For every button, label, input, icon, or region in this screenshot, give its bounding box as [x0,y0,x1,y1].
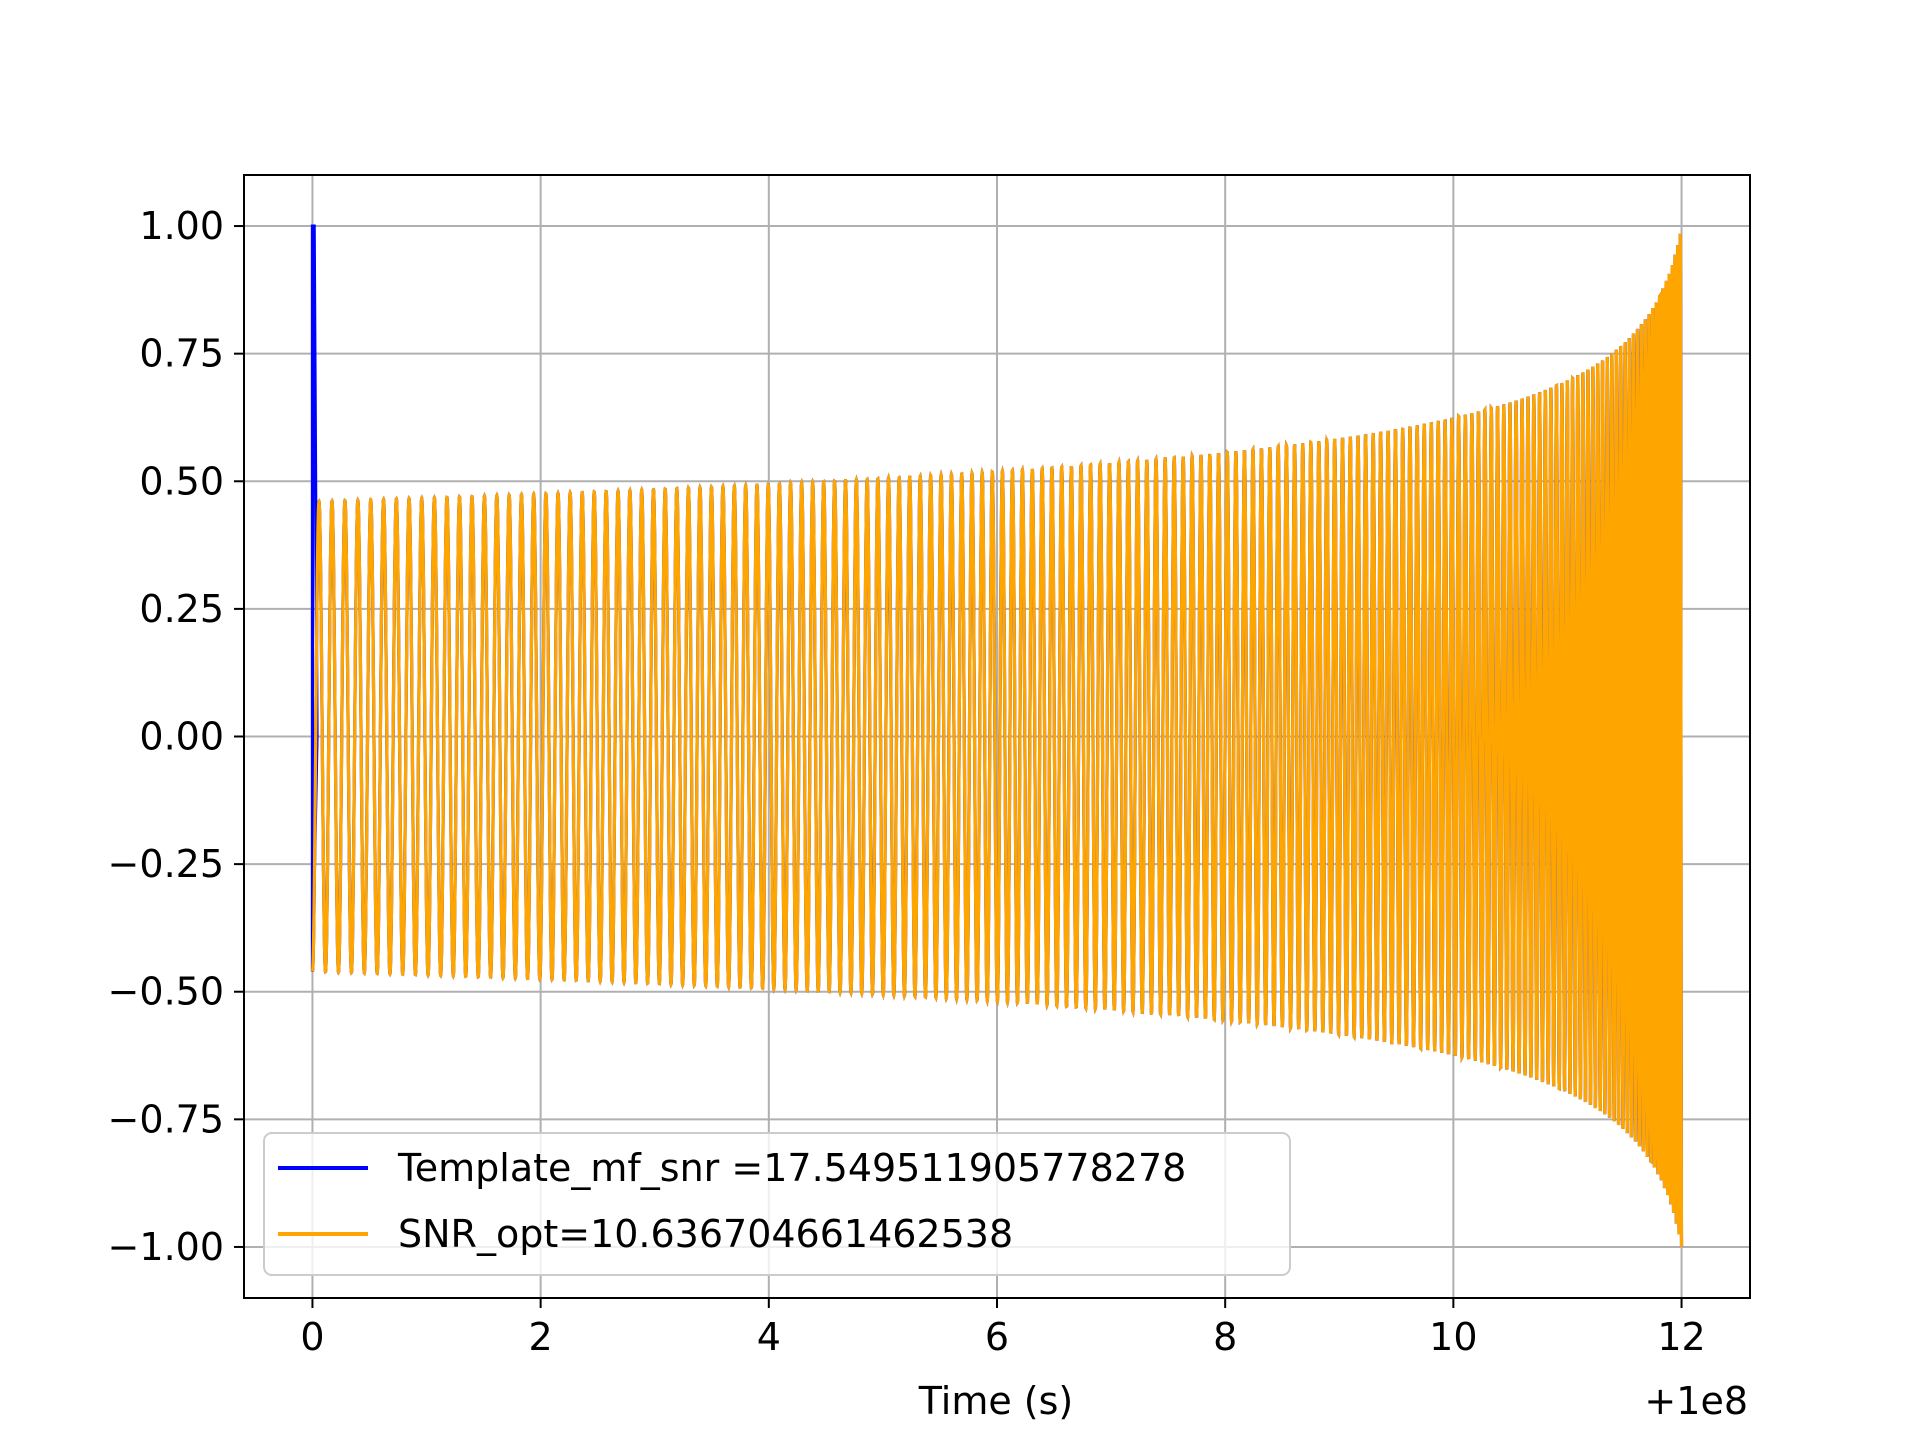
x-axis-ticks: 0 2 4 6 8 10 12 [300,1298,1706,1359]
y-tick-label: 1.00 [139,204,224,248]
y-tick-label: −1.00 [108,1225,224,1269]
x-axis-offset-label: +1e8 [1644,1379,1748,1423]
x-tick-label: 8 [1213,1315,1237,1359]
y-tick-label: 0.50 [139,459,224,503]
y-tick-label: −0.75 [108,1097,224,1141]
x-axis-label: Time (s) [918,1379,1074,1423]
legend-label-template: Template_mf_snr =17.549511905778278 [397,1146,1186,1190]
y-tick-label: −0.25 [108,842,224,886]
y-tick-label: 0.25 [139,587,224,631]
y-tick-label: 0.75 [139,332,224,376]
x-tick-label: 2 [529,1315,553,1359]
legend: Template_mf_snr =17.549511905778278 SNR_… [263,1132,1291,1276]
x-tick-label: 10 [1429,1315,1477,1359]
plot-area [310,224,1684,1247]
snr-opt-line [310,233,1684,1247]
legend-label-snr-opt: SNR_opt=10.636704661462538 [398,1212,1013,1256]
y-tick-label: −0.50 [108,970,224,1014]
x-tick-label: 0 [300,1315,324,1359]
x-tick-label: 6 [985,1315,1009,1359]
x-tick-label: 12 [1657,1315,1705,1359]
x-tick-label: 4 [757,1315,781,1359]
y-tick-label: 0.00 [139,715,224,759]
y-axis-ticks: 1.00 0.75 0.50 0.25 0.00 −0.25 −0.50 −0.75 −1.00 [108,204,244,1269]
legend-box [263,1132,1291,1276]
